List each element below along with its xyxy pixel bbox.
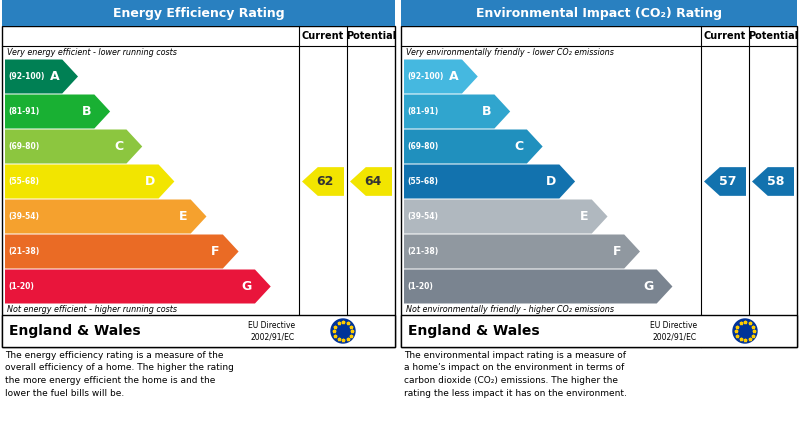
Polygon shape [404, 270, 673, 304]
Bar [401, 26, 797, 347]
Text: 58: 58 [766, 175, 784, 188]
Text: (69-80): (69-80) [407, 142, 438, 151]
Bar [2, 0, 395, 26]
Text: Very energy efficient - lower running costs: Very energy efficient - lower running co… [7, 48, 177, 57]
Text: The energy efficiency rating is a measure of the
overall efficiency of a home. T: The energy efficiency rating is a measur… [5, 351, 234, 397]
Text: E: E [580, 210, 589, 223]
Text: A: A [450, 70, 459, 83]
Text: Not environmentally friendly - higher CO₂ emissions: Not environmentally friendly - higher CO… [406, 305, 614, 314]
Text: England & Wales: England & Wales [408, 324, 540, 338]
Text: (92-100): (92-100) [407, 72, 443, 81]
Polygon shape [5, 270, 270, 304]
Polygon shape [404, 94, 510, 128]
Text: EU Directive
2002/91/EC: EU Directive 2002/91/EC [248, 321, 295, 341]
Text: (21-38): (21-38) [8, 247, 39, 256]
Text: A: A [50, 70, 59, 83]
Text: Potential: Potential [346, 31, 396, 41]
Polygon shape [302, 167, 344, 196]
Polygon shape [5, 130, 142, 164]
Text: F: F [613, 245, 622, 258]
Text: D: D [146, 175, 156, 188]
Text: EU Directive
2002/91/EC: EU Directive 2002/91/EC [650, 321, 697, 341]
Text: (21-38): (21-38) [407, 247, 438, 256]
Text: B: B [82, 105, 91, 118]
Polygon shape [5, 199, 206, 233]
Text: F: F [211, 245, 220, 258]
Text: 64: 64 [365, 175, 382, 188]
Bar [401, 315, 797, 347]
Bar [2, 26, 395, 347]
Text: 62: 62 [317, 175, 334, 188]
Polygon shape [5, 94, 110, 128]
Circle shape [331, 319, 355, 343]
Text: (69-80): (69-80) [8, 142, 39, 151]
Text: Current: Current [302, 31, 344, 41]
Text: C: C [114, 140, 123, 153]
Text: G: G [643, 280, 654, 293]
Text: Very environmentally friendly - lower CO₂ emissions: Very environmentally friendly - lower CO… [406, 48, 614, 57]
Polygon shape [404, 164, 575, 198]
Text: Not energy efficient - higher running costs: Not energy efficient - higher running co… [7, 305, 177, 314]
Text: C: C [514, 140, 524, 153]
Polygon shape [404, 199, 607, 233]
Polygon shape [704, 167, 746, 196]
Text: Energy Efficiency Rating: Energy Efficiency Rating [113, 7, 284, 20]
Polygon shape [404, 130, 542, 164]
Text: D: D [546, 175, 556, 188]
Text: (1-20): (1-20) [8, 282, 34, 291]
Text: England & Wales: England & Wales [9, 324, 141, 338]
Text: (39-54): (39-54) [407, 212, 438, 221]
Text: (92-100): (92-100) [8, 72, 44, 81]
Text: (55-68): (55-68) [407, 177, 438, 186]
Text: (55-68): (55-68) [8, 177, 39, 186]
Text: The environmental impact rating is a measure of
a home’s impact on the environme: The environmental impact rating is a mea… [404, 351, 627, 397]
Text: (39-54): (39-54) [8, 212, 39, 221]
Polygon shape [404, 59, 478, 93]
Text: B: B [482, 105, 491, 118]
Text: (81-91): (81-91) [8, 107, 39, 116]
Circle shape [733, 319, 757, 343]
Polygon shape [5, 164, 174, 198]
Polygon shape [5, 235, 238, 269]
Text: G: G [242, 280, 252, 293]
Bar [2, 315, 395, 347]
Text: Environmental Impact (CO₂) Rating: Environmental Impact (CO₂) Rating [476, 7, 722, 20]
Text: Current: Current [704, 31, 746, 41]
Text: 57: 57 [718, 175, 736, 188]
Text: Potential: Potential [748, 31, 798, 41]
Polygon shape [5, 59, 78, 93]
Polygon shape [404, 235, 640, 269]
Text: (81-91): (81-91) [407, 107, 438, 116]
Polygon shape [350, 167, 392, 196]
Text: (1-20): (1-20) [407, 282, 433, 291]
Text: E: E [179, 210, 188, 223]
Bar [401, 0, 797, 26]
Polygon shape [752, 167, 794, 196]
